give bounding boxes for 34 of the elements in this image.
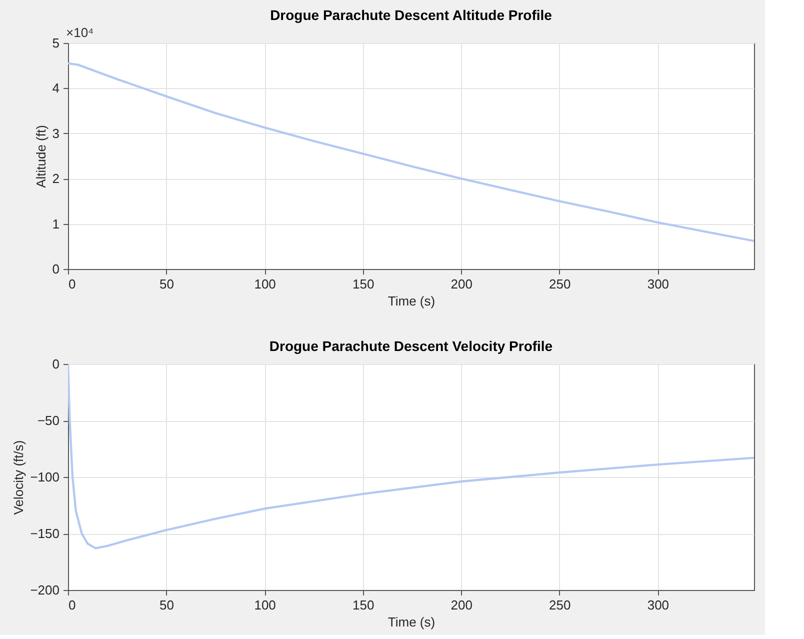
y-tick-label: −150 xyxy=(30,526,60,541)
x-tick-label: 200 xyxy=(450,276,472,292)
y-tick-label: −50 xyxy=(37,413,60,428)
chart-title: Drogue Parachute Descent Altitude Profile xyxy=(270,7,552,23)
x-tick-label: 150 xyxy=(352,598,374,612)
y-tick-label: 5 xyxy=(52,36,60,50)
y-tick-label: −100 xyxy=(30,470,60,484)
line-series xyxy=(68,364,754,550)
x-tick-label: 50 xyxy=(160,276,174,292)
x-tick-label: 250 xyxy=(549,598,571,612)
y-tick-label: 3 xyxy=(52,126,60,141)
x-tick-label: 200 xyxy=(450,598,472,612)
x-tick-label: 250 xyxy=(549,276,571,292)
x-tick-label: 100 xyxy=(254,276,276,292)
y-tick-label: 1 xyxy=(52,216,60,232)
text: ×10⁴ xyxy=(66,25,94,40)
x-tick-label: 0 xyxy=(68,598,76,612)
x-axis-title: Time (s) xyxy=(388,294,436,308)
y-tick-label: 0 xyxy=(52,356,60,372)
y-axis-title: Velocity (ft/s) xyxy=(11,440,26,515)
y-tick-label: 4 xyxy=(52,80,60,96)
chart-title: Drogue Parachute Descent Velocity Profile xyxy=(269,338,553,354)
x-tick-label: 0 xyxy=(68,276,76,292)
x-tick-label: 150 xyxy=(352,276,374,292)
y-axis-title: Altitude (ft) xyxy=(33,125,48,188)
x-tick-label: 50 xyxy=(160,598,174,612)
x-axis-title: Time (s) xyxy=(388,614,436,630)
y-tick-label: 2 xyxy=(52,171,60,186)
line-series xyxy=(68,62,754,242)
x-tick-label: 100 xyxy=(254,598,276,612)
x-tick-label: 300 xyxy=(647,598,670,612)
y-tick-label: −200 xyxy=(30,582,60,598)
y-tick-label: 0 xyxy=(52,262,60,276)
x-tick-label: 300 xyxy=(647,276,670,292)
